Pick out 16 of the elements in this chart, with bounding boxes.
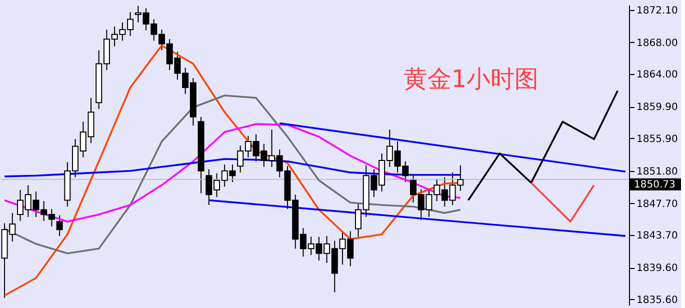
y-tick-label: 1835.60	[636, 294, 678, 306]
y-tick-label: 1864.00	[636, 70, 678, 81]
annotation: 黄金1小时图	[403, 65, 539, 93]
line-series	[4, 123, 462, 223]
line-series	[467, 90, 619, 202]
y-tick-label: 1851.80	[636, 166, 678, 178]
y-tick-label: 1843.70	[636, 230, 678, 242]
y-tick-label: 1839.60	[636, 263, 678, 274]
candlestick	[56, 214, 63, 236]
ref-line-label: 1850.73	[634, 179, 676, 190]
y-tick-label: 1847.70	[636, 198, 678, 210]
y-tick-label: 1859.90	[636, 102, 678, 114]
y-tick-label: 1872.10	[636, 5, 678, 16]
y-tick-label: 1855.90	[636, 134, 678, 145]
line-series	[4, 158, 462, 178]
y-tick-label: 1868.00	[636, 38, 678, 49]
